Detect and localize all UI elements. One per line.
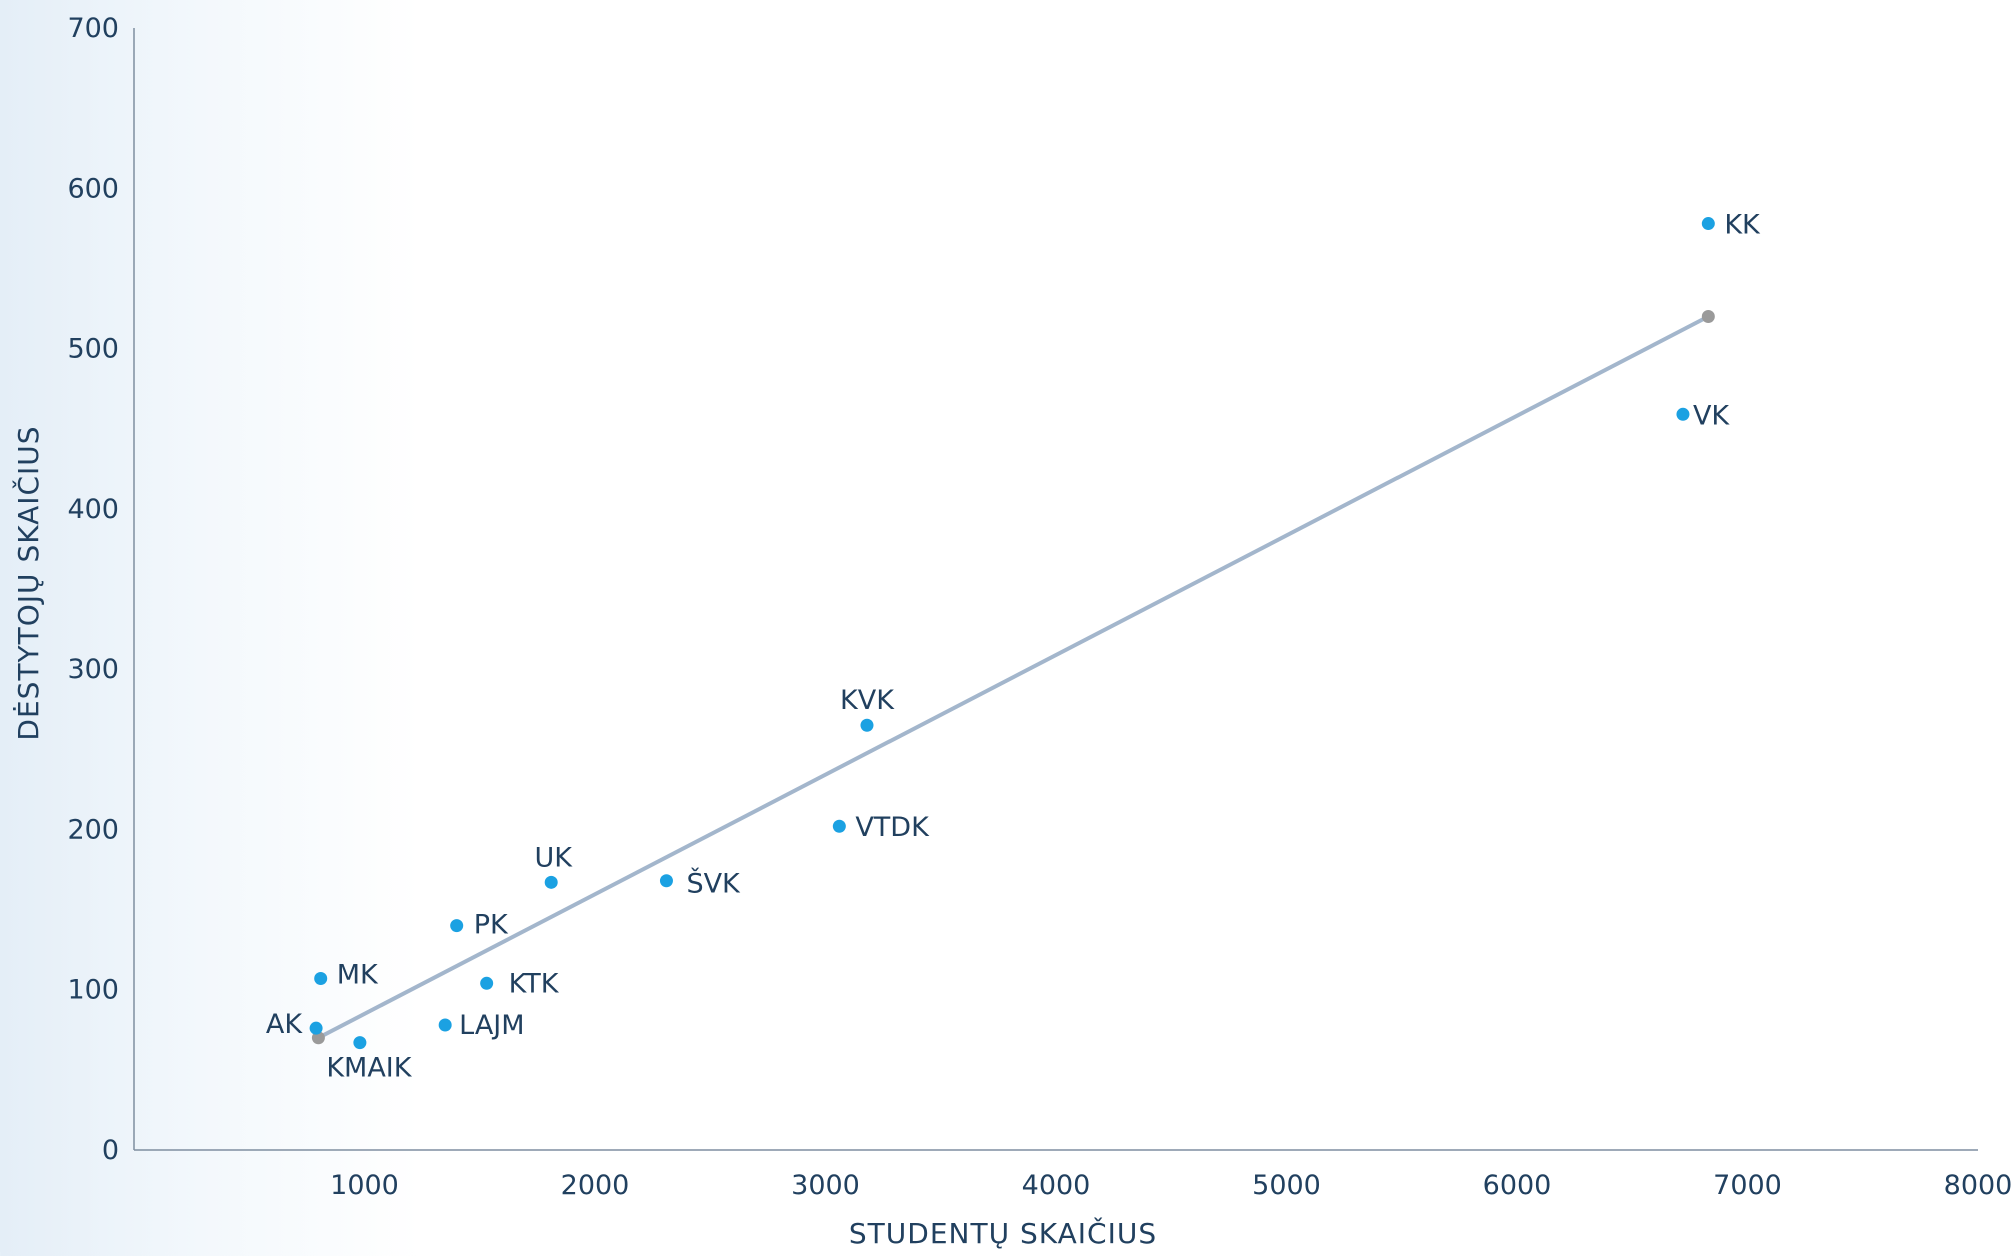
data-points: [309, 217, 1715, 1050]
data-point: [309, 1021, 323, 1035]
y-tick-label: 300: [67, 654, 119, 685]
trendline-group: [311, 310, 1715, 1045]
y-tick-label: 100: [67, 975, 119, 1006]
data-point: [832, 819, 846, 833]
data-point: [480, 976, 494, 990]
point-label: MK: [337, 959, 379, 990]
data-point: [544, 875, 558, 889]
trendline-endpoint: [1701, 310, 1715, 324]
axes: [133, 28, 1978, 1151]
point-label: VK: [1693, 400, 1730, 431]
data-point: [438, 1018, 452, 1032]
data-point: [353, 1036, 367, 1050]
point-label: AK: [266, 1009, 303, 1040]
y-tick-label: 700: [67, 13, 119, 44]
x-tick-label: 1000: [330, 1170, 399, 1201]
y-axis-title: DĖSTYTOJŲ SKAIČIUS: [11, 425, 45, 740]
point-label: PK: [474, 910, 509, 941]
point-label: KVK: [840, 685, 895, 716]
point-label: KK: [1724, 210, 1761, 241]
trendline: [317, 314, 1710, 1040]
point-label: VTDK: [855, 812, 930, 843]
x-axis-title: STUDENTŲ SKAIČIUS: [849, 1216, 1157, 1250]
point-label: LAJM: [459, 1010, 524, 1041]
point-label: UK: [534, 842, 573, 873]
y-tick-label: 0: [102, 1135, 119, 1166]
point-label: KTK: [509, 968, 560, 999]
x-tick-label: 6000: [1483, 1170, 1552, 1201]
y-tick-label: 200: [67, 814, 119, 845]
data-point: [1676, 407, 1690, 421]
x-tick-label: 7000: [1713, 1170, 1782, 1201]
x-tick-label: 2000: [561, 1170, 630, 1201]
x-tick-label: 3000: [791, 1170, 860, 1201]
x-tick-labels: 1000 2000 3000 4000 5000 6000 7000 8000: [330, 1170, 2012, 1201]
x-tick-label: 4000: [1022, 1170, 1091, 1201]
data-point: [314, 971, 328, 985]
point-label: ŠVK: [686, 868, 741, 900]
x-tick-label: 5000: [1252, 1170, 1321, 1201]
y-tick-label: 400: [67, 494, 119, 525]
data-point: [450, 919, 464, 933]
data-point: [860, 718, 874, 732]
y-tick-labels: 0 100 200 300 400 500 600 700: [67, 13, 119, 1166]
y-tick-label: 600: [67, 173, 119, 204]
point-label: KMAIK: [326, 1053, 412, 1084]
x-tick-label: 8000: [1944, 1170, 2013, 1201]
data-point: [659, 874, 673, 888]
y-tick-label: 500: [67, 334, 119, 365]
data-point: [1701, 217, 1715, 231]
